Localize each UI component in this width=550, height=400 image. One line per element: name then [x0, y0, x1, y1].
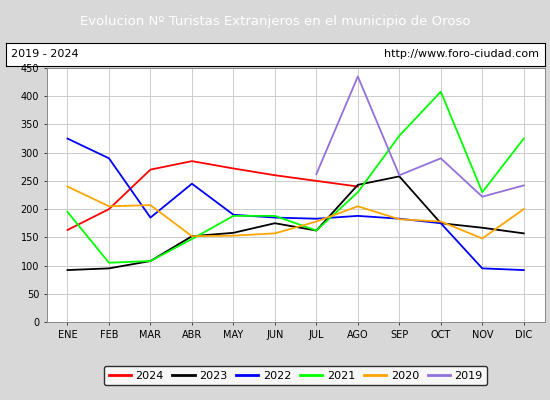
Text: http://www.foro-ciudad.com: http://www.foro-ciudad.com: [384, 49, 539, 59]
Text: Evolucion Nº Turistas Extranjeros en el municipio de Oroso: Evolucion Nº Turistas Extranjeros en el …: [80, 14, 470, 28]
Text: 2019 - 2024: 2019 - 2024: [11, 49, 79, 59]
Legend: 2024, 2023, 2022, 2021, 2020, 2019: 2024, 2023, 2022, 2021, 2020, 2019: [104, 366, 487, 385]
